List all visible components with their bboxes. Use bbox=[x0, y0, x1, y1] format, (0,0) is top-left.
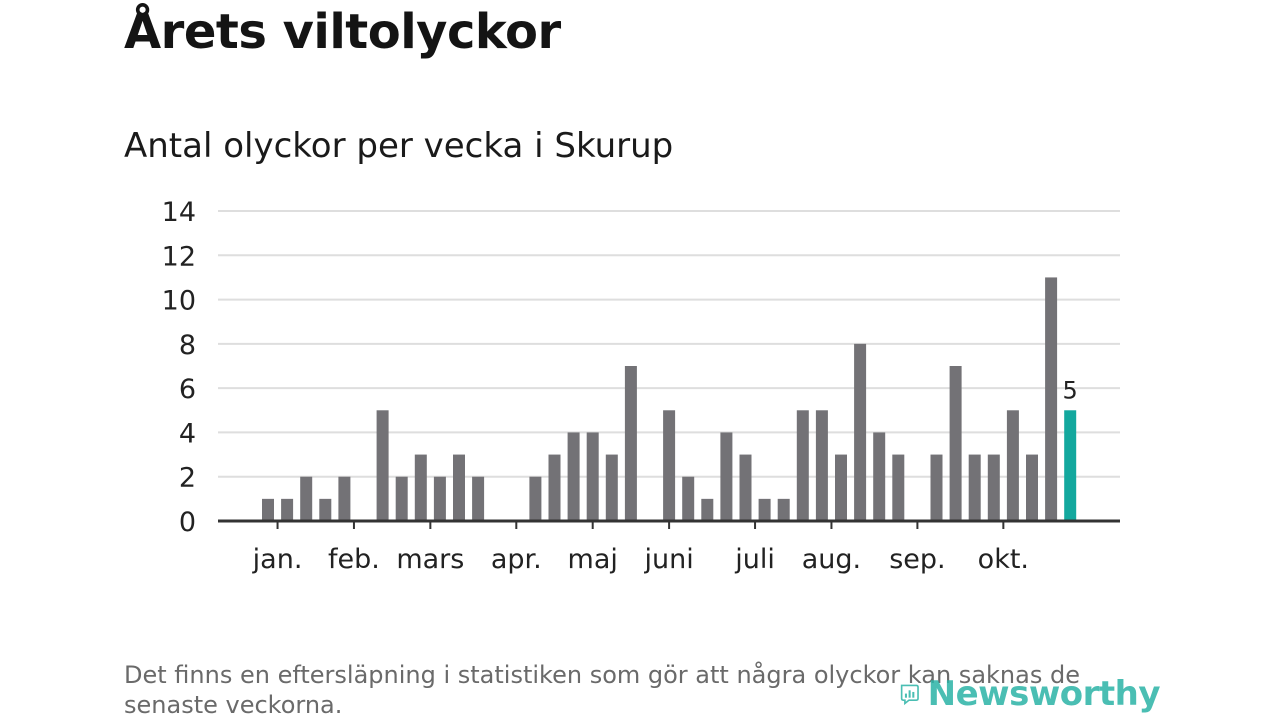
x-tick-label: mars bbox=[396, 544, 464, 575]
bar bbox=[854, 343, 867, 521]
bar bbox=[548, 454, 561, 521]
y-tick-label: 6 bbox=[179, 374, 196, 405]
chart-subtitle: Antal olyckor per vecka i Skurup bbox=[124, 126, 674, 166]
y-tick-label: 14 bbox=[162, 197, 196, 228]
x-tick-label: apr. bbox=[491, 544, 542, 575]
bar bbox=[319, 498, 332, 521]
x-axis-ticks: jan. feb. mars apr. maj juni juli aug. sep. okt. bbox=[252, 521, 1029, 575]
chart-title: Årets viltolyckor bbox=[124, 4, 561, 60]
bar bbox=[892, 454, 905, 521]
x-tick-label: feb. bbox=[328, 544, 380, 575]
bar bbox=[663, 410, 676, 521]
bar bbox=[835, 454, 847, 521]
bar bbox=[701, 498, 714, 521]
x-tick-label: jan. bbox=[252, 544, 303, 575]
bar bbox=[1006, 410, 1019, 521]
y-tick-label: 2 bbox=[179, 463, 196, 494]
bar bbox=[605, 454, 618, 521]
x-tick-label: aug. bbox=[802, 544, 861, 575]
bar bbox=[968, 454, 981, 521]
y-axis-ticks: 0 2 4 6 8 10 12 14 bbox=[162, 197, 196, 538]
bar bbox=[949, 366, 962, 521]
bar bbox=[281, 498, 294, 521]
newsworthy-logo[interactable]: Newsworthy bbox=[900, 668, 1161, 720]
bar bbox=[567, 432, 580, 521]
bar bbox=[777, 498, 790, 521]
bar bbox=[873, 432, 886, 521]
bar bbox=[930, 454, 943, 521]
bar bbox=[720, 432, 733, 521]
x-tick-label: juli bbox=[734, 544, 775, 575]
x-tick-label: juni bbox=[643, 544, 693, 575]
bar bbox=[262, 498, 274, 521]
bar bbox=[1045, 277, 1058, 521]
bar bbox=[414, 454, 427, 521]
bar bbox=[472, 476, 485, 521]
x-tick-label: sep. bbox=[889, 544, 945, 575]
bar bbox=[1026, 454, 1038, 521]
bar bbox=[624, 366, 637, 521]
bar bbox=[338, 476, 351, 521]
grid-lines bbox=[218, 210, 1120, 478]
y-tick-label: 12 bbox=[162, 241, 196, 272]
bar bbox=[586, 432, 599, 521]
bar bbox=[682, 476, 695, 521]
y-tick-label: 4 bbox=[179, 418, 196, 449]
y-tick-label: 10 bbox=[162, 286, 196, 317]
x-tick-label: maj bbox=[568, 544, 618, 575]
bar bbox=[453, 454, 465, 521]
brand-name: Newsworthy bbox=[927, 674, 1161, 714]
bar bbox=[300, 476, 313, 521]
bar bbox=[987, 454, 1000, 521]
y-tick-label: 8 bbox=[179, 330, 196, 361]
bar bbox=[433, 476, 446, 521]
highlighted-bar bbox=[1064, 410, 1077, 521]
bar bbox=[376, 410, 389, 521]
bar bbox=[395, 476, 408, 521]
bar bbox=[529, 476, 542, 521]
bar bbox=[758, 498, 771, 521]
bars: 5 bbox=[262, 277, 1078, 521]
y-tick-label: 0 bbox=[179, 507, 196, 538]
bar bbox=[815, 410, 828, 521]
data-label: 5 bbox=[1063, 376, 1078, 404]
footnote: Det finns en eftersläpning i statistiken… bbox=[124, 661, 1080, 719]
x-tick-label: okt. bbox=[978, 544, 1029, 575]
newsworthy-logo-icon bbox=[900, 684, 919, 706]
bar bbox=[739, 454, 752, 521]
bar bbox=[796, 410, 809, 521]
